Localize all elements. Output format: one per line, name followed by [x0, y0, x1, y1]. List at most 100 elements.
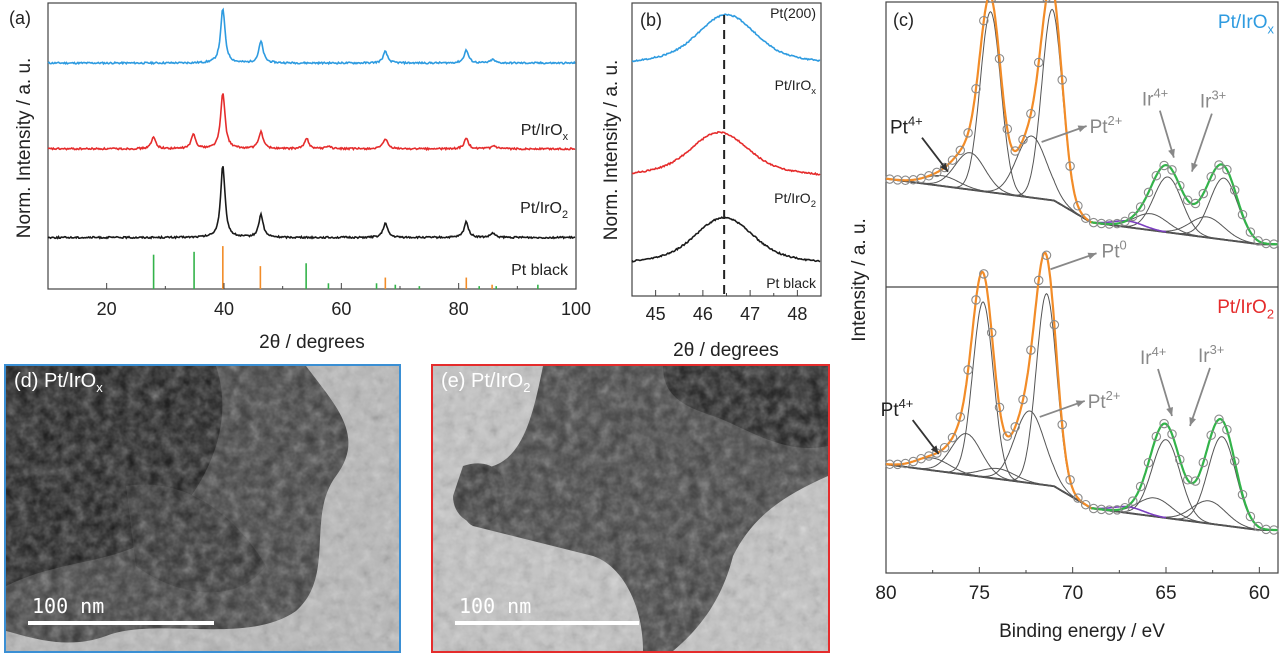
series-line	[47, 165, 576, 240]
data-marker	[1190, 198, 1201, 209]
x-tick-label: 46	[693, 304, 713, 324]
x-tick-label: 65	[1155, 583, 1176, 604]
data-marker	[1245, 227, 1256, 237]
series-line	[631, 13, 821, 63]
component-peak	[885, 410, 1278, 531]
ir-fit-line	[1091, 163, 1278, 246]
data-marker	[987, 0, 997, 3]
x-axis-label: 2θ / degrees	[673, 340, 779, 361]
ir3-label: Ir3+	[1200, 88, 1226, 113]
pt4-arrow-head	[940, 162, 948, 172]
ir4-label: Ir4+	[1142, 86, 1168, 111]
data-marker	[1214, 160, 1224, 170]
data-marker	[1057, 75, 1067, 85]
data-marker	[1120, 502, 1130, 513]
data-marker	[1143, 457, 1154, 468]
plot-frame	[47, 2, 577, 290]
data-marker	[1269, 525, 1279, 535]
panel-label: (b)	[640, 10, 662, 30]
series-label: Pt/IrOx	[521, 122, 569, 143]
data-marker	[1049, 320, 1060, 330]
scale-bar	[455, 621, 639, 625]
data-marker	[1151, 170, 1162, 181]
panel-label: (a)	[9, 8, 31, 28]
ir3-arrow-head	[1189, 416, 1197, 426]
x-axis-label: Binding energy / eV	[999, 621, 1165, 642]
pt2-arrow-head	[1075, 400, 1085, 408]
ir4-arrow-head	[1168, 148, 1175, 158]
x-tick-label: 40	[214, 299, 234, 319]
data-marker	[1198, 457, 1209, 468]
pt2-label: Pt2+	[1088, 388, 1121, 413]
data-marker	[955, 145, 966, 156]
data-marker	[1143, 187, 1154, 198]
data-marker	[1026, 108, 1036, 119]
scale-bar-label: 100 nm	[459, 594, 532, 618]
data-marker	[1190, 476, 1201, 486]
tem-label-d: (d) Pt/IrOx	[14, 370, 103, 395]
x-tick-label: 100	[561, 299, 591, 319]
x-tick-label: 20	[97, 299, 117, 319]
data-marker	[939, 442, 950, 453]
data-marker	[1128, 211, 1138, 222]
data-marker	[1002, 431, 1013, 441]
subplot-title: Pt/IrO2	[1217, 297, 1274, 322]
x-tick-label: 70	[1062, 583, 1083, 604]
data-marker	[947, 432, 958, 443]
component-peak	[885, 436, 1278, 531]
data-marker	[1057, 419, 1067, 430]
data-marker	[1018, 394, 1028, 405]
ir3-arrow-head	[1191, 162, 1198, 172]
data-marker	[1120, 216, 1130, 227]
data-marker	[1033, 275, 1044, 286]
data-marker	[1104, 505, 1115, 515]
data-marker	[1222, 424, 1232, 435]
x-axis-label: 2θ / degrees	[259, 332, 365, 353]
data-marker	[1065, 475, 1075, 485]
ir3-label: Ir3+	[1198, 342, 1224, 367]
data-marker	[1167, 165, 1177, 175]
data-marker	[1261, 238, 1271, 249]
data-marker	[1229, 185, 1240, 195]
data-marker	[932, 167, 942, 178]
pt0-label: Pt0	[1102, 237, 1127, 262]
pt4-label: Pt4+	[890, 114, 923, 139]
data-marker	[1175, 180, 1185, 191]
data-marker	[971, 84, 981, 94]
component-peak	[886, 457, 1278, 531]
data-marker	[1128, 496, 1138, 506]
series-label: Pt/IrO2	[774, 190, 816, 210]
y-axis-label: Intensity / a. u.	[849, 218, 870, 342]
data-marker	[892, 175, 903, 185]
data-marker	[1010, 146, 1020, 156]
x-tick-label: 80	[449, 299, 469, 319]
tem-image-pt-irox: (d) Pt/IrOx 100 nm	[4, 364, 401, 653]
series-line	[47, 7, 576, 66]
x-tick-label: 48	[787, 304, 807, 324]
data-marker	[1159, 418, 1169, 429]
series-line	[631, 130, 821, 176]
data-marker	[1269, 239, 1279, 249]
data-marker	[924, 171, 934, 181]
data-marker	[1151, 431, 1162, 442]
tem-micrograph	[6, 366, 399, 651]
data-marker	[963, 128, 973, 138]
data-marker	[1104, 219, 1115, 229]
data-marker	[1135, 481, 1146, 492]
data-marker	[1080, 499, 1091, 510]
x-tick-label: 60	[331, 299, 351, 319]
data-marker	[979, 15, 989, 26]
tem-label-e: (e) Pt/IrO2	[441, 370, 531, 395]
pt2-label: Pt2+	[1090, 113, 1123, 138]
data-marker	[1073, 201, 1083, 211]
reference-line-label: Pt(200)	[770, 5, 816, 21]
y-axis-label: Norm. Intensity / a. u.	[14, 58, 35, 239]
x-tick-label: 47	[740, 304, 760, 324]
data-marker	[979, 269, 989, 279]
data-marker	[1002, 124, 1013, 134]
series-line	[631, 215, 821, 263]
data-marker	[1041, 250, 1052, 261]
data-marker	[994, 53, 1005, 64]
data-marker	[1182, 195, 1193, 206]
